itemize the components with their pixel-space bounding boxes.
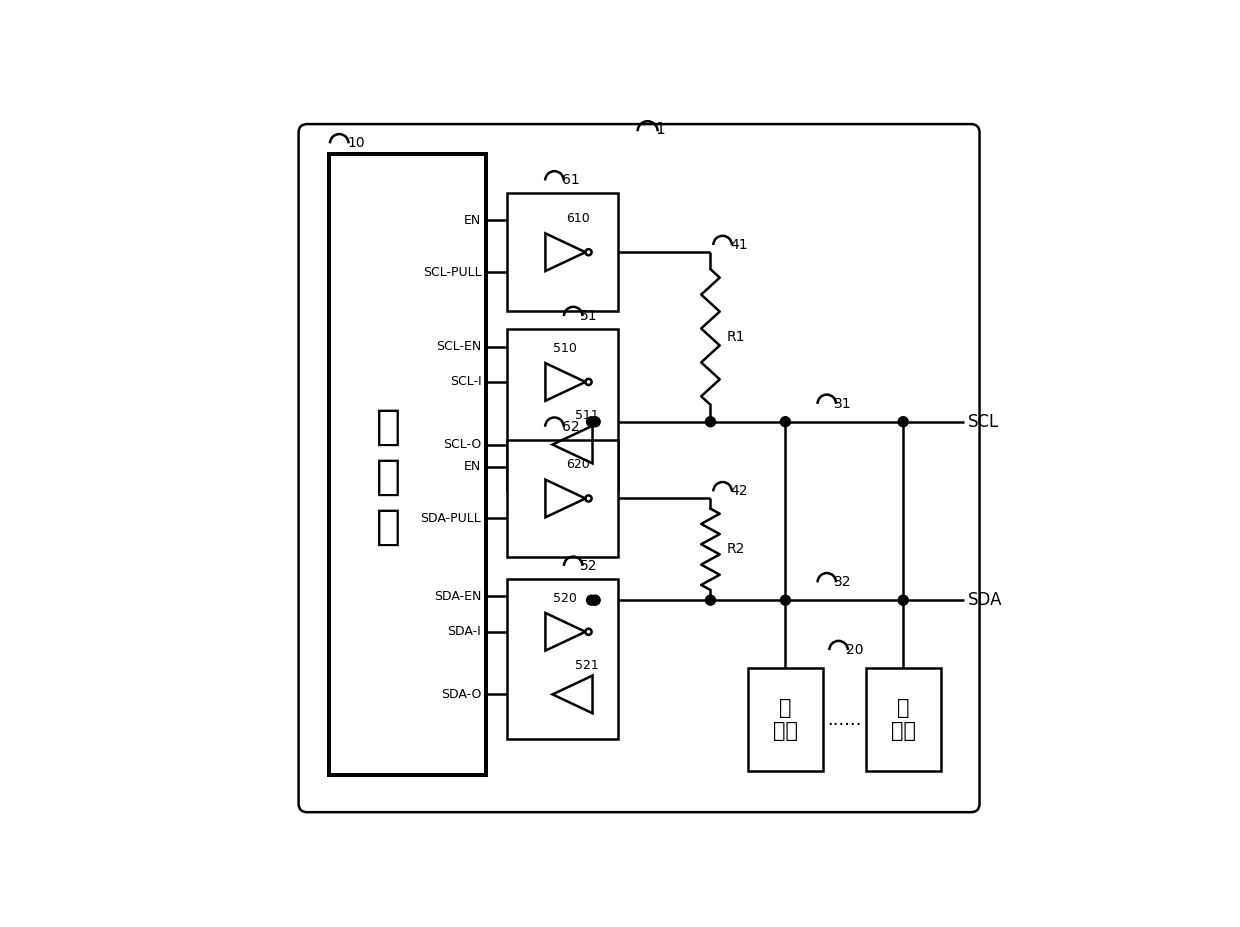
Text: SDA-O: SDA-O	[441, 688, 481, 701]
Circle shape	[585, 629, 591, 635]
Text: 510: 510	[553, 342, 578, 355]
Circle shape	[780, 595, 790, 605]
Circle shape	[587, 417, 596, 426]
Text: 20: 20	[846, 643, 863, 657]
Text: 511: 511	[574, 409, 599, 422]
Text: 主
设
备: 主 设 备	[376, 406, 401, 548]
Text: 42: 42	[730, 484, 748, 499]
Circle shape	[780, 417, 790, 426]
Text: SDA-I: SDA-I	[448, 626, 481, 639]
Bar	[507, 439, 618, 557]
Text: EN: EN	[464, 460, 481, 473]
Text: SCL-I: SCL-I	[450, 375, 481, 388]
Text: SCL-O: SCL-O	[443, 438, 481, 451]
Text: 从
设备: 从 设备	[890, 698, 915, 742]
Circle shape	[590, 417, 600, 426]
Bar	[507, 194, 618, 311]
Text: 10: 10	[347, 136, 365, 150]
Text: 610: 610	[565, 212, 589, 225]
Circle shape	[898, 595, 908, 605]
Text: 32: 32	[835, 576, 852, 590]
Text: R1: R1	[727, 330, 745, 344]
Circle shape	[590, 595, 600, 605]
Text: 620: 620	[565, 458, 589, 471]
Circle shape	[587, 595, 596, 605]
Circle shape	[706, 595, 715, 605]
Text: SCL-EN: SCL-EN	[436, 340, 481, 353]
Circle shape	[706, 417, 715, 426]
Bar	[748, 668, 823, 771]
Text: 41: 41	[730, 238, 748, 252]
Text: 521: 521	[574, 658, 599, 671]
Text: 520: 520	[553, 591, 578, 604]
Circle shape	[585, 249, 591, 255]
Bar	[866, 668, 941, 771]
Text: 31: 31	[835, 397, 852, 411]
Text: ......: ......	[827, 711, 862, 729]
Text: SCL: SCL	[967, 413, 998, 431]
Text: 62: 62	[562, 420, 579, 434]
Circle shape	[585, 379, 591, 385]
Text: SDA-EN: SDA-EN	[434, 590, 481, 603]
Circle shape	[898, 417, 908, 426]
Text: 从
设备: 从 设备	[773, 698, 797, 742]
Bar	[507, 578, 618, 740]
Text: EN: EN	[464, 214, 481, 227]
Text: SDA: SDA	[967, 591, 1002, 609]
Text: 52: 52	[580, 559, 598, 573]
Circle shape	[585, 495, 591, 502]
Text: 1: 1	[656, 121, 665, 136]
Text: SDA-PULL: SDA-PULL	[420, 512, 481, 525]
FancyBboxPatch shape	[299, 124, 980, 812]
Text: SCL-PULL: SCL-PULL	[423, 266, 481, 279]
Bar	[329, 154, 486, 775]
Text: 51: 51	[580, 309, 598, 324]
Text: R2: R2	[727, 542, 744, 556]
Text: 61: 61	[562, 173, 579, 187]
Bar	[507, 329, 618, 489]
